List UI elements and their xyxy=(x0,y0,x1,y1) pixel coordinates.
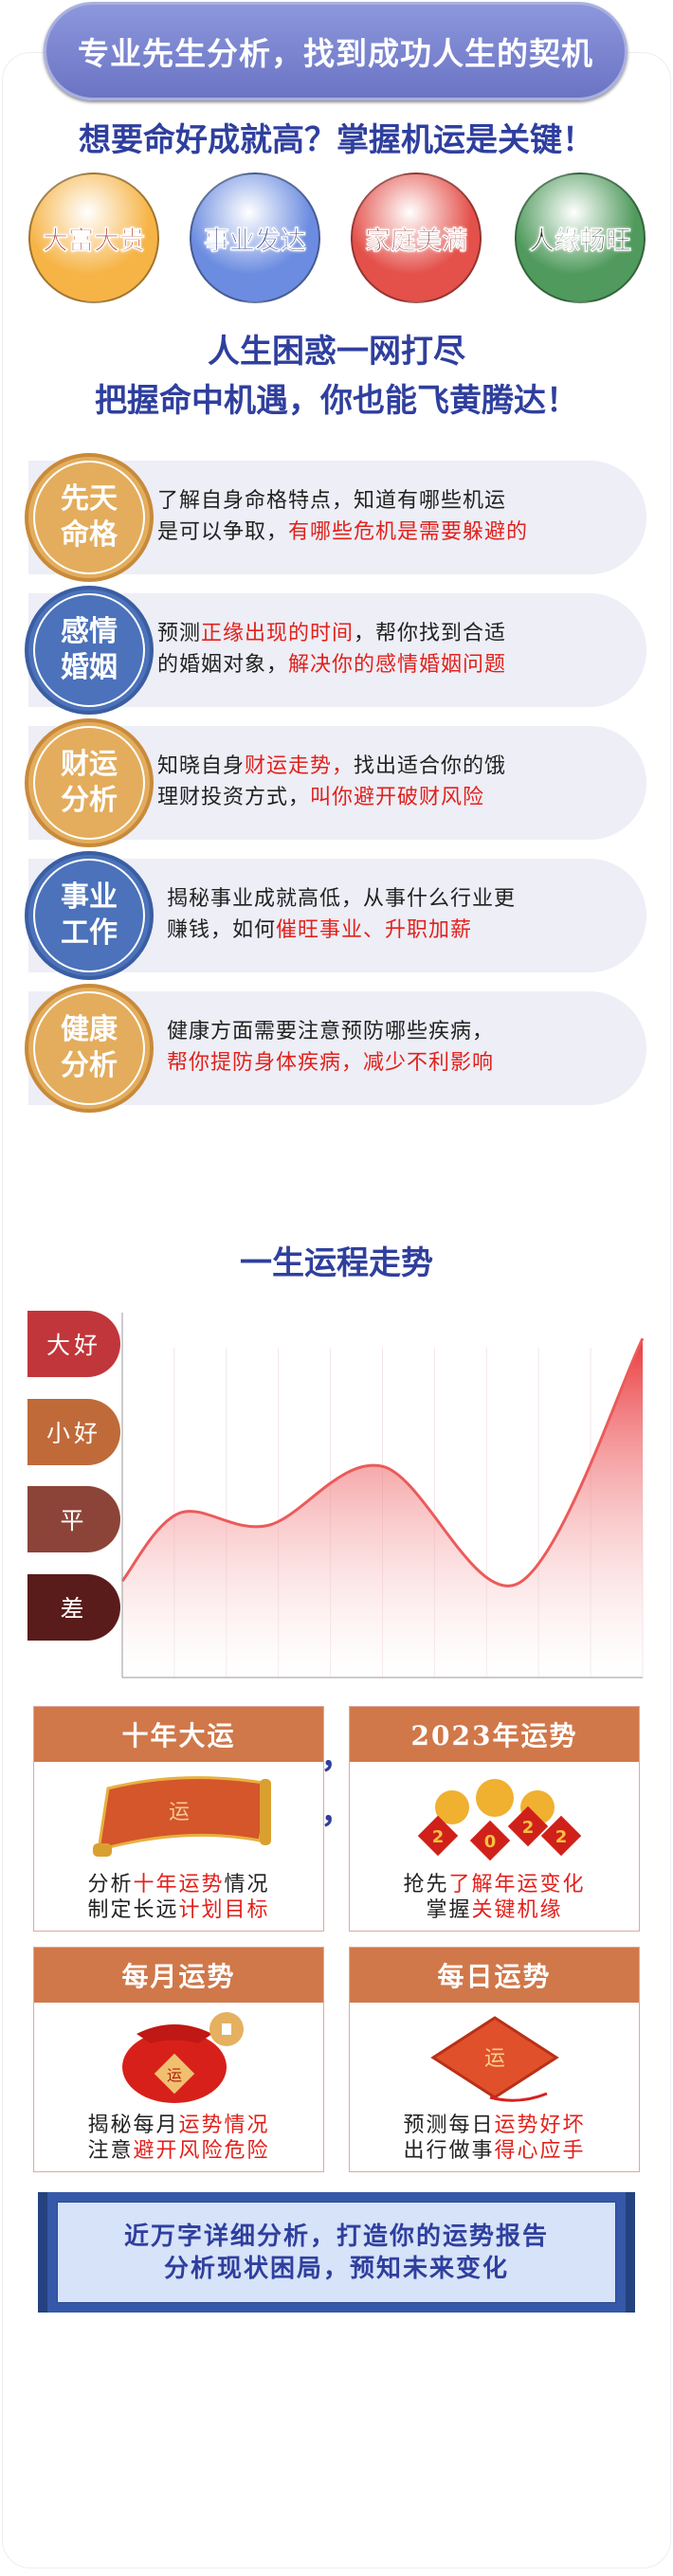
box-title: 每日运势 xyxy=(350,1948,639,2003)
box-description: 抢先了解年运变化 掌握关键机缘 xyxy=(403,1873,586,1922)
banner-line-1: 近万字详细分析，打造你的运势报告 xyxy=(123,2222,549,2251)
lucky-bag-icon: 运 xyxy=(121,2012,244,2103)
header-banner: 专业先生分析，找到成功人生的契机 xyxy=(44,2,628,100)
red-box-icon: 运 xyxy=(429,2016,559,2102)
headline-1: 想要命好成就高？掌握机运是关键！ xyxy=(79,121,594,159)
circle-label: 大富大贵 xyxy=(43,226,146,256)
svg-text:运: 运 xyxy=(168,1801,189,1824)
feature-circle: 家庭美满 xyxy=(351,172,482,303)
tigers-icon: 2 02 2 xyxy=(417,1779,581,1861)
circle-label: 家庭美满 xyxy=(365,226,468,256)
fortune-box[interactable]: 十年大运 运 分析十年运势情况 制定长远计划目标 xyxy=(33,1706,324,1932)
svg-text:运: 运 xyxy=(483,2047,504,2071)
level-label: 差 xyxy=(27,1574,120,1641)
scroll-icon: 运 xyxy=(92,1776,271,1857)
feature-row: 财运 分析 知晓自身财运走势，找出适合你的饿 理财投资方式，叫你避开破财风险 xyxy=(25,718,646,847)
headline-2-line-1: 人生困惑一网打尽 xyxy=(208,333,465,371)
svg-text:2: 2 xyxy=(521,1818,534,1838)
feature-circle: 大富大贵 xyxy=(28,172,159,303)
feature-description: 了解自身命格特点，知道有哪些机运 是可以争取，有哪些危机是需要躲避的 xyxy=(157,489,529,544)
box-description: 揭秘每月运势情况 注意避开风险危险 xyxy=(87,2113,270,2163)
svg-text:0: 0 xyxy=(483,1832,496,1852)
feature-row: 事业 工作 揭秘事业成就高低，从事什么行业更 赚钱，如何催旺事业、升职加薪 xyxy=(25,851,646,980)
circle-label: 人缘畅旺 xyxy=(529,226,632,256)
headline-2: 人生困惑一网打尽 把握命中机遇，你也能飞黄腾达！ xyxy=(0,327,673,426)
box-title: 每月运势 xyxy=(34,1948,323,2003)
circle-label: 事业发达 xyxy=(204,226,307,256)
header-title: 专业先生分析，找到成功人生的契机 xyxy=(78,35,593,72)
feature-description: 健康方面需要注意预防哪些疾病， 帮你提防身体疾病，减少不利影响 xyxy=(167,1020,495,1075)
chart-title: 一生运程走势 xyxy=(240,1244,433,1282)
level-label: 平 xyxy=(27,1486,120,1552)
box-description: 预测每日运势好坏 出行做事得心应手 xyxy=(403,2113,586,2163)
level-label: 小好 xyxy=(27,1399,120,1465)
feature-badge: 先天 命格 xyxy=(25,453,154,582)
fortune-box[interactable]: 每月运势 运 揭秘每月运势情况 注意避开风险危险 xyxy=(33,1947,324,2172)
feature-circle: 人缘畅旺 xyxy=(515,172,646,303)
feature-badge: 事业 工作 xyxy=(25,851,154,980)
box-title: 2023年运势 xyxy=(350,1707,639,1762)
level-label: 大好 xyxy=(27,1311,120,1377)
feature-row: 先天 命格 了解自身命格特点，知道有哪些机运 是可以争取，有哪些危机是需要躲避的 xyxy=(25,453,646,582)
svg-text:运: 运 xyxy=(166,2066,181,2084)
feature-badge: 感情 婚姻 xyxy=(25,586,154,715)
svg-text:2: 2 xyxy=(555,1827,567,1847)
box-title: 十年大运 xyxy=(34,1707,323,1762)
feature-row: 感情 婚姻 预测正缘出现的时间，帮你找到合适 的婚姻对象，解决你的感情婚姻问题 xyxy=(25,586,646,715)
banner-line-2: 分析现状困局，预知未来变化 xyxy=(163,2254,509,2283)
fortune-chart xyxy=(120,1313,645,1678)
feature-circle: 事业发达 xyxy=(190,172,320,303)
feature-row: 健康 分析 健康方面需要注意预防哪些疾病， 帮你提防身体疾病，减少不利影响 xyxy=(25,984,646,1113)
report-banner: 近万字详细分析，打造你的运势报告 分析现状困局，预知未来变化 xyxy=(38,2192,635,2313)
svg-text:2: 2 xyxy=(431,1827,444,1847)
fortune-box[interactable]: 每日运势 运 预测每日运势好坏 出行做事得心应手 xyxy=(349,1947,640,2172)
feature-badge: 健康 分析 xyxy=(25,984,154,1113)
feature-description: 知晓自身财运走势，找出适合你的饿 理财投资方式，叫你避开破财风险 xyxy=(157,754,507,809)
feature-description: 揭秘事业成就高低，从事什么行业更 赚钱，如何催旺事业、升职加薪 xyxy=(167,887,517,942)
box-description: 分析十年运势情况 制定长远计划目标 xyxy=(87,1873,270,1922)
headline-2-line-2: 把握命中机遇，你也能飞黄腾达！ xyxy=(95,382,578,420)
feature-description: 预测正缘出现的时间，帮你找到合适 的婚姻对象，解决你的感情婚姻问题 xyxy=(157,622,507,677)
fortune-line xyxy=(120,1337,645,1587)
feature-badge: 财运 分析 xyxy=(25,718,154,847)
fortune-area xyxy=(122,1338,643,1678)
